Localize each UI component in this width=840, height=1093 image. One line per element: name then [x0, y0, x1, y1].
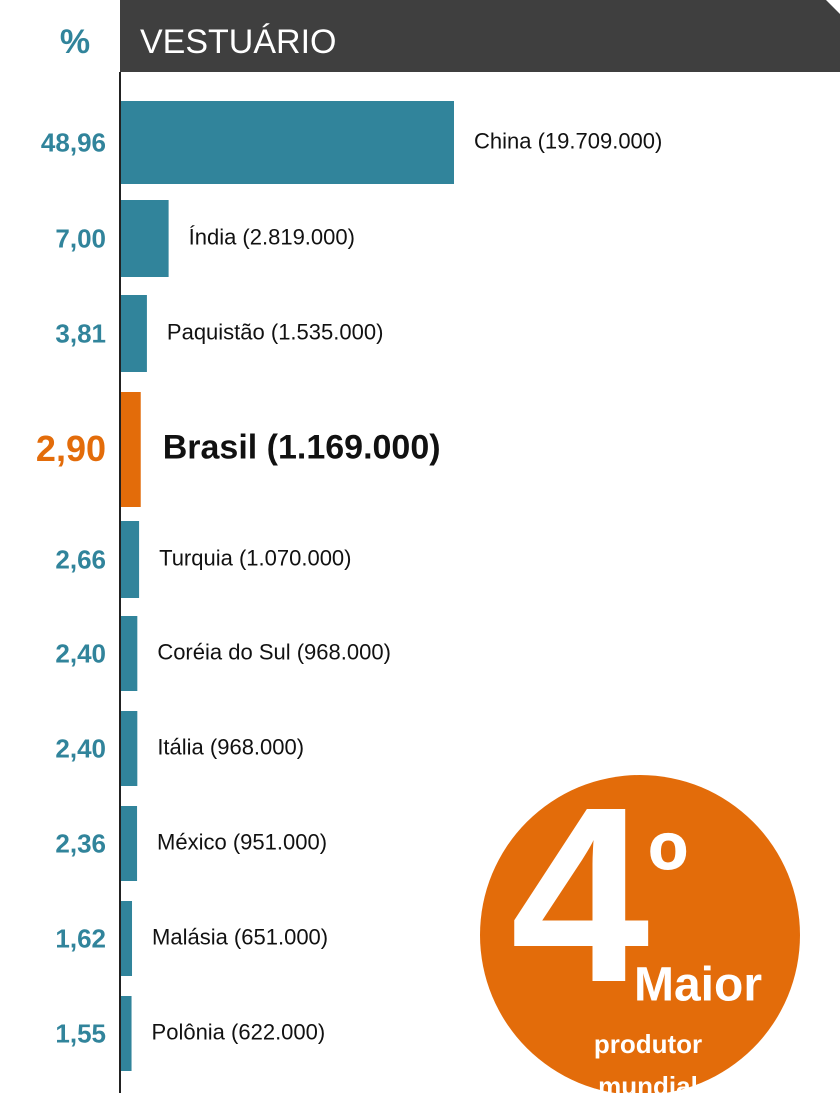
category-label: China (19.709.000)	[474, 128, 662, 153]
category-label: México (951.000)	[157, 829, 327, 854]
badge-rank: 4	[510, 755, 649, 1034]
value-label: 3,81	[55, 318, 106, 348]
category-label: Polônia (622.000)	[152, 1019, 326, 1044]
value-label: 2,36	[55, 828, 106, 858]
bar	[121, 101, 454, 184]
badge-line1: Maior	[634, 959, 762, 1012]
category-label: Turquia (1.070.000)	[159, 545, 351, 570]
category-label: Paquistão (1.535.000)	[167, 319, 384, 344]
bar	[121, 616, 138, 691]
value-label: 7,00	[55, 223, 106, 253]
bar	[121, 200, 169, 277]
badge-ordinal: º	[648, 810, 688, 933]
value-label: 1,55	[55, 1018, 106, 1048]
value-label: 2,40	[55, 638, 106, 668]
category-label: Brasil (1.169.000)	[163, 428, 441, 466]
axis-title: %	[60, 23, 90, 61]
header-bar	[120, 0, 840, 72]
value-label: 1,62	[55, 923, 106, 953]
badge-line3: mundial	[598, 1071, 698, 1093]
badge-line2: produtor	[594, 1029, 702, 1059]
category-label: Índia (2.819.000)	[189, 224, 355, 249]
category-label: Itália (968.000)	[157, 734, 304, 759]
value-label: 2,40	[55, 733, 106, 763]
bar	[121, 996, 132, 1071]
bar	[121, 901, 133, 976]
value-label: 48,96	[41, 127, 106, 157]
bar	[121, 295, 147, 372]
bar	[121, 392, 141, 507]
chart-title: VESTUÁRIO	[140, 23, 336, 61]
bar	[121, 806, 138, 881]
value-label: 2,90	[36, 428, 106, 469]
value-label: 2,66	[55, 544, 106, 574]
bar	[121, 521, 140, 598]
bar	[121, 711, 138, 786]
category-label: Coréia do Sul (968.000)	[157, 639, 391, 664]
category-label: Malásia (651.000)	[152, 924, 328, 949]
badge-circle	[480, 775, 800, 1093]
